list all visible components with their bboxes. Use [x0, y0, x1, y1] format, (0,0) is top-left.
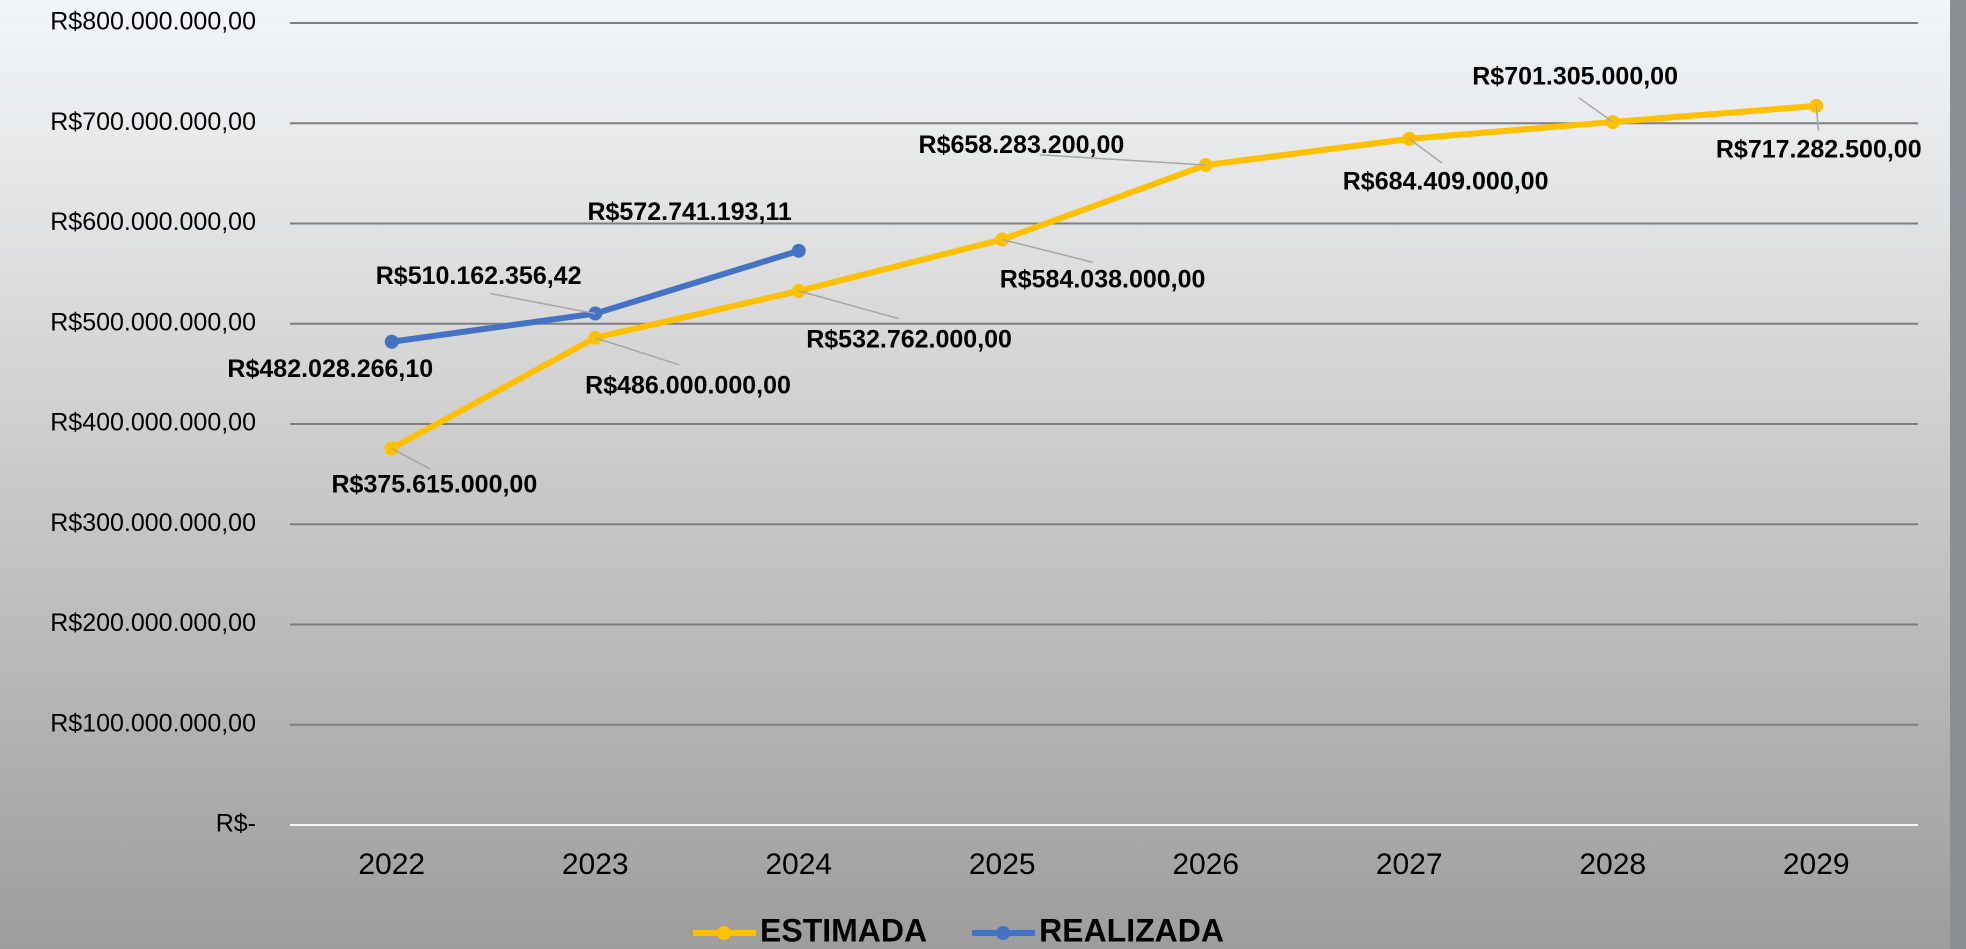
- data-label: R$482.028.266,10: [227, 355, 433, 383]
- legend-marker: [717, 926, 731, 940]
- x-tick-label: 2028: [1579, 848, 1646, 881]
- data-label: R$486.000.000,00: [585, 371, 791, 399]
- point: [792, 244, 806, 258]
- y-tick-label: R$800.000.000,00: [50, 8, 256, 36]
- point: [385, 335, 399, 349]
- y-tick-label: R$400.000.000,00: [50, 409, 256, 437]
- data-label: R$532.762.000,00: [806, 326, 1012, 354]
- y-tick-label: R$200.000.000,00: [50, 609, 256, 637]
- y-tick-label: R$500.000.000,00: [50, 308, 256, 336]
- x-tick-label: 2024: [765, 848, 832, 881]
- edge-strip: [1950, 0, 1966, 949]
- x-tick-label: 2026: [1172, 848, 1239, 881]
- y-tick-label: R$100.000.000,00: [50, 709, 256, 737]
- x-tick-label: 2025: [969, 848, 1036, 881]
- data-label: R$684.409.000,00: [1343, 167, 1549, 195]
- page: R$- R$100.000.000,00 R$200.000.000,00 R$300…: [0, 0, 1966, 949]
- y-tick-label: R$700.000.000,00: [50, 108, 256, 136]
- x-tick-label: 2023: [562, 848, 629, 881]
- y-tick-label: R$300.000.000,00: [50, 509, 256, 537]
- legend-marker: [996, 926, 1010, 940]
- data-label: R$572.741.193,11: [587, 198, 791, 226]
- data-label: R$375.615.000,00: [332, 471, 538, 499]
- data-label: R$658.283.200,00: [919, 131, 1125, 159]
- chart: R$- R$100.000.000,00 R$200.000.000,00 R$300…: [0, 0, 1966, 949]
- data-label: R$701.305.000,00: [1472, 63, 1678, 91]
- y-tick-label: R$600.000.000,00: [50, 208, 256, 236]
- legend-label: REALIZADA: [1039, 912, 1224, 948]
- data-label: R$717.282.500,00: [1716, 136, 1922, 164]
- x-tick-label: 2029: [1783, 848, 1850, 881]
- data-label: R$510.162.356,42: [376, 262, 582, 290]
- data-label: R$584.038.000,00: [1000, 265, 1206, 293]
- x-tick-label: 2022: [358, 848, 425, 881]
- point: [1606, 115, 1620, 129]
- legend-label: ESTIMADA: [760, 912, 927, 948]
- y-tick-label: R$-: [216, 810, 256, 838]
- x-tick-label: 2027: [1376, 848, 1443, 881]
